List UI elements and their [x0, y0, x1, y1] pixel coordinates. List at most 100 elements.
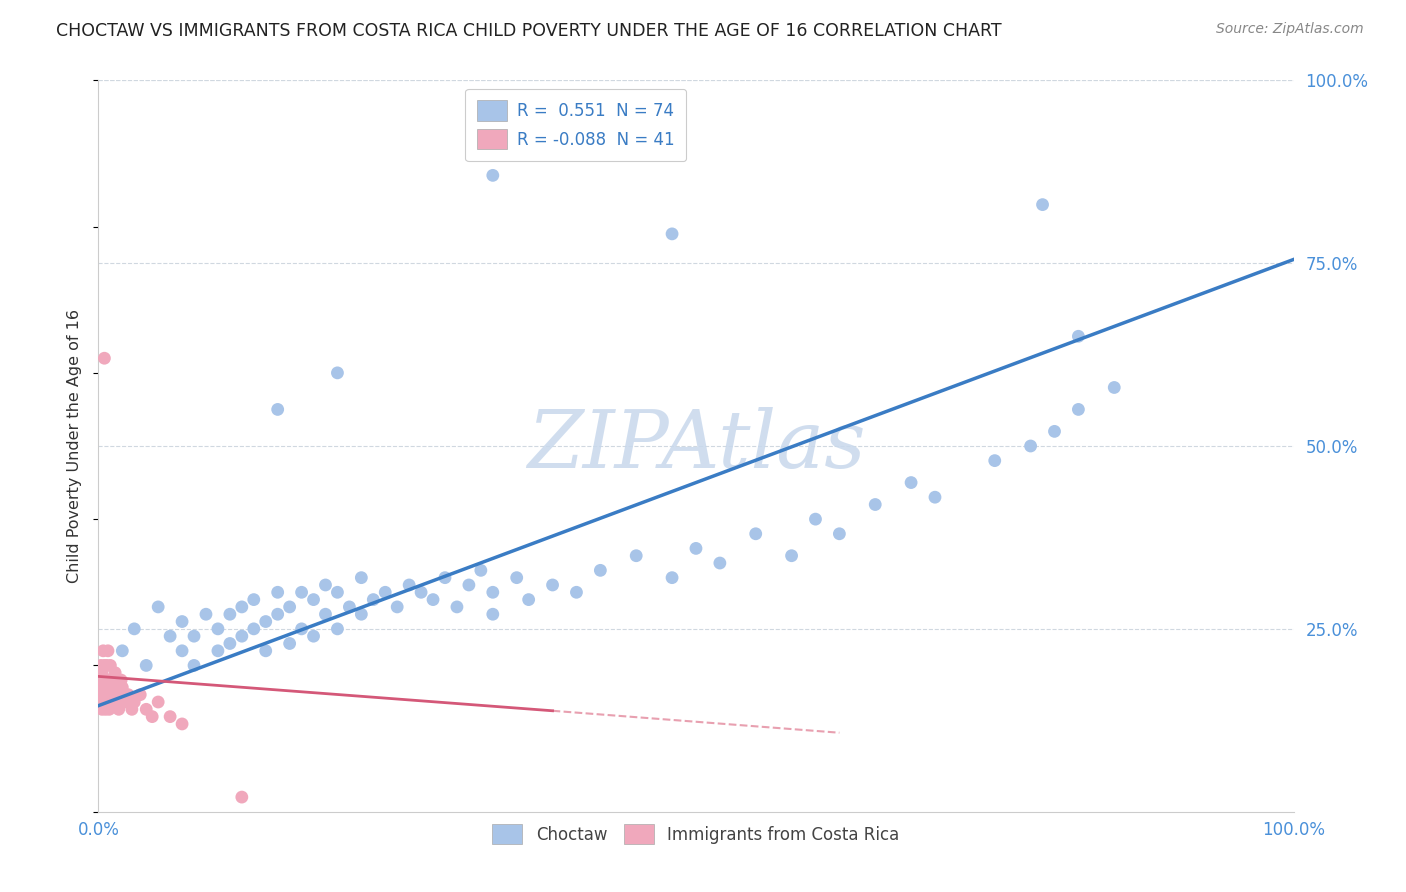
Y-axis label: Child Poverty Under the Age of 16: Child Poverty Under the Age of 16: [67, 309, 83, 583]
Point: [111, 681, 134, 695]
Point: [422, 592, 444, 607]
Point: [98, 688, 122, 702]
Point: [481, 585, 505, 599]
Point: [385, 599, 409, 614]
Point: [124, 622, 146, 636]
Legend: Choctaw, Immigrants from Costa Rica: Choctaw, Immigrants from Costa Rica: [485, 817, 907, 851]
Point: [267, 402, 290, 417]
Point: [183, 658, 205, 673]
Point: [326, 366, 349, 380]
Point: [101, 695, 124, 709]
Point: [94, 702, 117, 716]
Point: [172, 615, 194, 629]
Point: [900, 475, 922, 490]
Point: [100, 673, 122, 687]
Point: [107, 702, 129, 716]
Point: [172, 717, 194, 731]
Point: [517, 592, 540, 607]
Point: [458, 578, 481, 592]
Point: [103, 681, 125, 695]
Point: [124, 695, 146, 709]
Point: [231, 629, 253, 643]
Point: [121, 702, 143, 716]
Point: [745, 526, 768, 541]
Text: ZIPAtlas: ZIPAtlas: [527, 408, 865, 484]
Point: [159, 629, 181, 643]
Point: [91, 644, 114, 658]
Point: [135, 658, 157, 673]
Point: [104, 665, 127, 680]
Point: [105, 688, 128, 702]
Point: [924, 490, 946, 504]
Point: [148, 599, 170, 614]
Point: [326, 585, 349, 599]
Point: [661, 227, 683, 241]
Point: [984, 453, 1007, 467]
Point: [108, 688, 131, 702]
Point: [315, 578, 337, 592]
Point: [326, 622, 349, 636]
Point: [231, 790, 253, 805]
Point: [1032, 197, 1054, 211]
Point: [626, 549, 648, 563]
Point: [207, 644, 229, 658]
Point: [278, 636, 301, 650]
Point: [97, 673, 120, 687]
Point: [114, 695, 136, 709]
Point: [363, 592, 385, 607]
Point: [302, 629, 325, 643]
Point: [1043, 425, 1066, 439]
Point: [804, 512, 827, 526]
Point: [254, 644, 277, 658]
Point: [129, 688, 152, 702]
Point: [446, 599, 468, 614]
Point: [219, 607, 242, 622]
Point: [661, 571, 683, 585]
Point: [93, 695, 115, 709]
Point: [267, 585, 290, 599]
Point: [411, 585, 433, 599]
Point: [183, 629, 205, 643]
Point: [506, 571, 529, 585]
Point: [90, 658, 112, 673]
Point: [96, 658, 118, 673]
Point: [481, 169, 505, 183]
Point: [117, 688, 139, 702]
Point: [98, 702, 121, 716]
Point: [111, 644, 134, 658]
Point: [98, 658, 122, 673]
Point: [374, 585, 396, 599]
Point: [231, 599, 253, 614]
Point: [96, 688, 118, 702]
Point: [828, 526, 851, 541]
Point: [315, 607, 337, 622]
Point: [470, 563, 492, 577]
Point: [93, 658, 115, 673]
Point: [94, 673, 117, 687]
Point: [780, 549, 803, 563]
Point: [172, 644, 194, 658]
Point: [865, 498, 887, 512]
Point: [481, 607, 505, 622]
Point: [291, 585, 314, 599]
Point: [267, 607, 290, 622]
Point: [93, 351, 115, 366]
Point: [141, 709, 163, 723]
Point: [685, 541, 707, 556]
Point: [291, 622, 314, 636]
Point: [148, 695, 170, 709]
Point: [709, 556, 731, 570]
Point: [243, 592, 266, 607]
Point: [135, 702, 157, 716]
Point: [195, 607, 218, 622]
Point: [254, 615, 277, 629]
Point: [91, 702, 114, 716]
Point: [1067, 402, 1090, 417]
Text: Source: ZipAtlas.com: Source: ZipAtlas.com: [1216, 22, 1364, 37]
Point: [1019, 439, 1042, 453]
Point: [207, 622, 229, 636]
Point: [98, 673, 121, 687]
Point: [90, 688, 112, 702]
Point: [278, 599, 301, 614]
Point: [434, 571, 457, 585]
